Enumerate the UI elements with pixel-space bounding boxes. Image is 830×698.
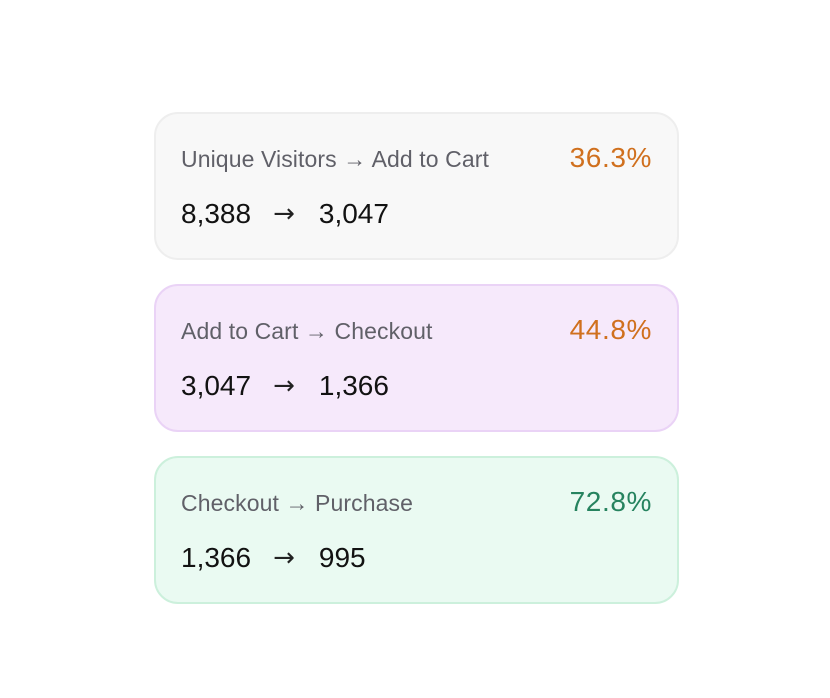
conversion-rate: 44.8% [569,314,652,345]
to-count: 3,047 [318,198,389,229]
step-label: Checkout → Purchase [181,490,414,516]
funnel-step-card-checkout-to-purchase: Checkout → Purchase 72.8% 1,366 → 995 [154,456,679,604]
from-count: 8,388 [181,198,252,229]
step-counts: 3,047 → 1,366 [181,370,389,402]
to-count: 1,366 [318,370,389,401]
funnel-steps: Unique Visitors → Add to Cart 36.3% 8,38… [154,112,679,604]
step-counts: 1,366 → 995 [181,542,366,574]
arrow-right-icon: → [273,199,295,229]
step-label: Unique Visitors → Add to Cart [181,146,490,172]
funnel-step-card-visitors-to-cart: Unique Visitors → Add to Cart 36.3% 8,38… [154,112,679,260]
from-count: 1,366 [181,542,252,573]
step-counts: 8,388 → 3,047 [181,198,389,230]
from-count: 3,047 [181,370,252,401]
funnel-step-card-cart-to-checkout: Add to Cart → Checkout 44.8% 3,047 → 1,3… [154,284,679,432]
arrow-right-icon: → [273,371,295,401]
to-count: 995 [318,542,366,573]
arrow-right-icon: → [273,543,295,573]
step-label: Add to Cart → Checkout [181,318,433,344]
conversion-rate: 36.3% [569,142,652,173]
conversion-rate: 72.8% [569,486,652,517]
